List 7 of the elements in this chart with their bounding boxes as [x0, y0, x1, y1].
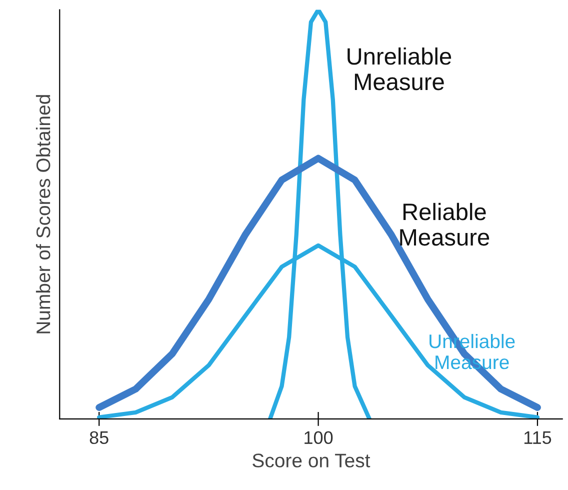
- series-label: Reliable Measure: [400, 202, 490, 246]
- x-tick-label: 85: [90, 431, 108, 444]
- y-axis-title: Number of Scores Obtained: [36, 95, 50, 334]
- x-tick-label: 100: [304, 431, 333, 444]
- series-label: Unreliable Measure: [348, 47, 452, 90]
- x-axis-title: Score on Test: [252, 454, 370, 468]
- x-tick-label: 115: [524, 431, 552, 444]
